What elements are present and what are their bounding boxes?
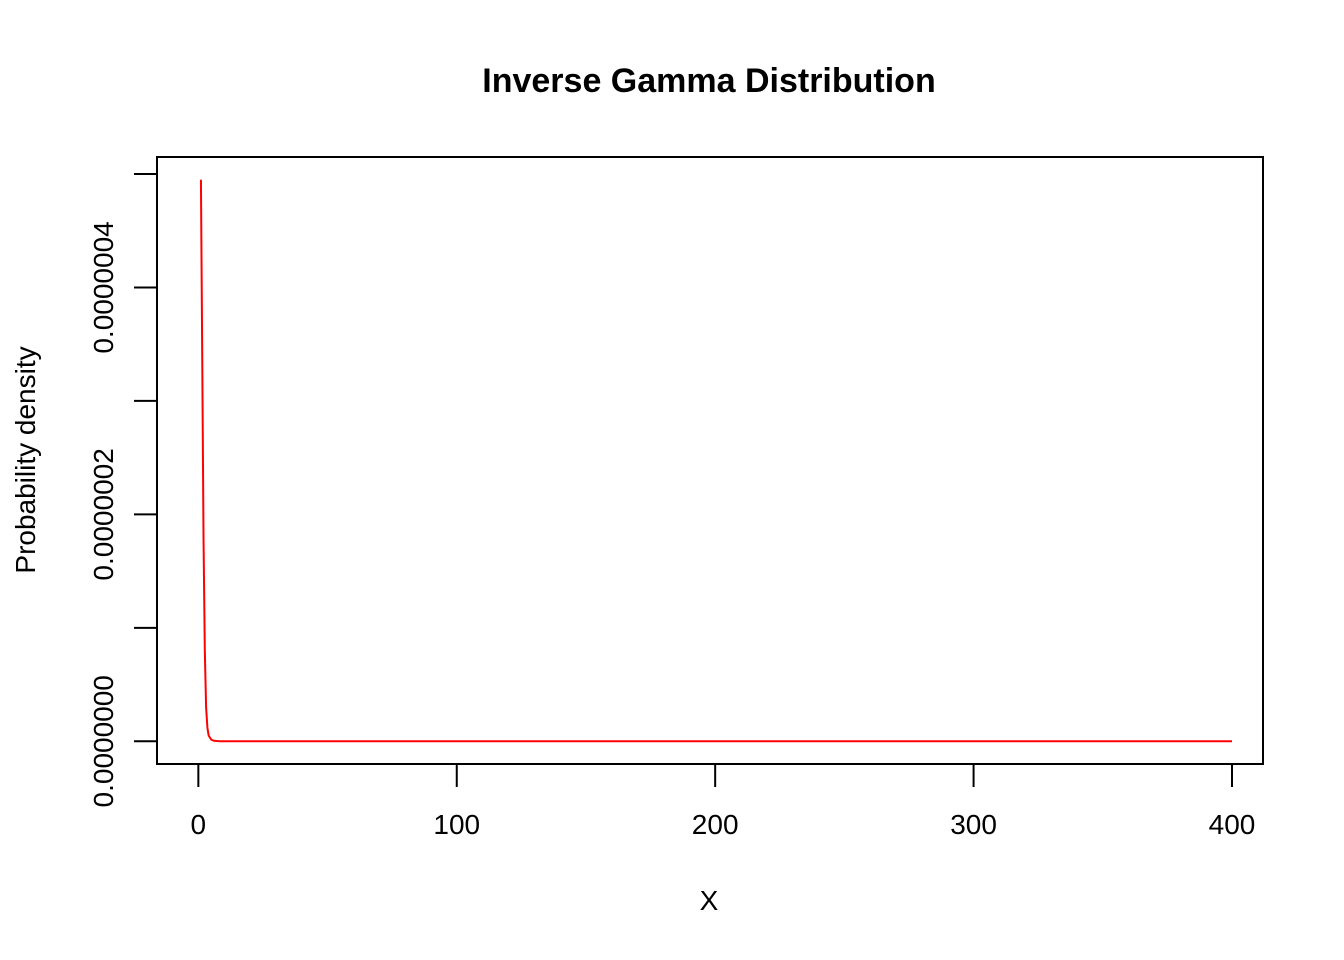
chart-title: Inverse Gamma Distribution	[482, 62, 935, 100]
plot-frame	[156, 156, 1264, 765]
series-group	[199, 179, 1232, 743]
x-tick-label: 300	[950, 809, 997, 840]
x-tick-label: 100	[433, 809, 480, 840]
x-tick-label: 400	[1209, 809, 1256, 840]
y-axis: 0.0000000 0.0000002 0.0000004	[88, 173, 158, 807]
x-tick-label: 200	[692, 809, 739, 840]
y-tick-label: 0.0000002	[88, 448, 119, 580]
y-tick-label: 0.0000004	[88, 221, 119, 353]
x-tick-label: 0	[191, 809, 207, 840]
y-tick-label: 0.0000000	[88, 675, 119, 807]
y-axis-label: Probability density	[10, 346, 41, 573]
x-axis: 0 100 200 300 400	[191, 763, 1256, 840]
x-axis-label: X	[700, 885, 719, 916]
series-line	[199, 179, 1232, 743]
